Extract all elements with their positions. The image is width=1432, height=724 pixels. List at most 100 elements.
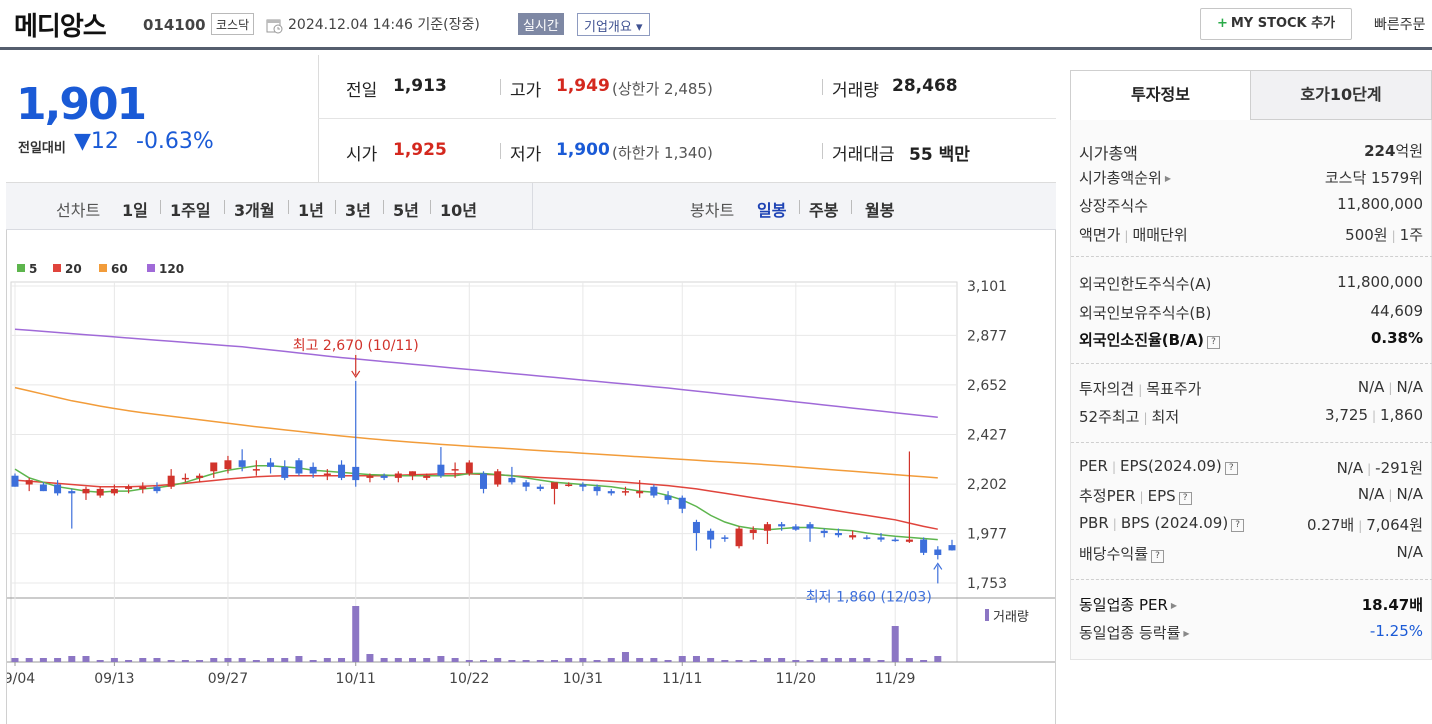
candle-body bbox=[692, 521, 700, 533]
period-5y[interactable]: 5년 bbox=[393, 201, 419, 220]
period-10y[interactable]: 10년 bbox=[440, 201, 477, 220]
divider bbox=[799, 200, 800, 214]
industry-per-label[interactable]: 동일업종 PER ▶ bbox=[1079, 594, 1177, 615]
per-value: N/A bbox=[1336, 459, 1364, 477]
volume-bar bbox=[11, 658, 19, 662]
volume-bar bbox=[820, 658, 828, 662]
volume-bar bbox=[224, 658, 232, 662]
volume-bar bbox=[139, 658, 147, 662]
volume-bar bbox=[437, 656, 445, 662]
period-1w[interactable]: 1주일 bbox=[170, 201, 211, 220]
quick-order-link[interactable]: 빠른주문 bbox=[1374, 17, 1426, 33]
candle-body bbox=[338, 464, 346, 478]
stock-code: 014100 bbox=[143, 16, 206, 34]
candle-body bbox=[125, 486, 133, 489]
period-1y[interactable]: 1년 bbox=[298, 201, 324, 220]
candle-body bbox=[295, 460, 303, 474]
divider bbox=[851, 200, 852, 214]
candle-body bbox=[210, 462, 218, 472]
info-row-dividend: 배당수익률? N/A bbox=[1079, 543, 1423, 569]
add-mystock-button[interactable]: + MY STOCK 추가 bbox=[1200, 8, 1352, 40]
triangle-right-icon: ▶ bbox=[1183, 629, 1190, 638]
market-cap-rank-label[interactable]: 시가총액순위 ▶ bbox=[1079, 167, 1171, 188]
candle-body bbox=[437, 464, 445, 476]
w52-low-value: 1,860 bbox=[1380, 406, 1423, 424]
info-section-valuation: PER | EPS(2024.09)? N/A | -291원 추정PER | EPS? N… bbox=[1071, 443, 1432, 580]
divider bbox=[822, 79, 823, 95]
eps-value: -291원 bbox=[1375, 459, 1423, 477]
volume-bar bbox=[352, 606, 360, 662]
volume-legend-swatch bbox=[985, 609, 989, 621]
candle-body bbox=[792, 526, 800, 530]
est-eps-label: EPS bbox=[1147, 487, 1176, 505]
period-3m[interactable]: 3개월 bbox=[234, 201, 275, 220]
candle-body bbox=[891, 539, 899, 542]
candle-body bbox=[480, 473, 487, 489]
divider bbox=[500, 143, 501, 159]
stock-name: 메디앙스 bbox=[14, 12, 107, 42]
candle-body bbox=[763, 524, 771, 531]
help-icon[interactable]: ? bbox=[1231, 519, 1245, 532]
period-1d[interactable]: 1일 bbox=[122, 201, 148, 220]
candle-weekly[interactable]: 주봉 bbox=[809, 201, 839, 220]
candle-body bbox=[281, 466, 289, 478]
period-3y[interactable]: 3년 bbox=[345, 201, 371, 220]
upper-limit: (상한가 2,485) bbox=[612, 80, 713, 98]
tab-order-book[interactable]: 호가10단계 bbox=[1250, 70, 1432, 120]
candle-body bbox=[238, 460, 246, 467]
y-tick-label: 3,101 bbox=[967, 279, 1007, 295]
separator: | bbox=[1388, 488, 1393, 502]
volume-bar bbox=[480, 660, 487, 662]
volume-bar bbox=[252, 660, 260, 662]
y-tick-label: 1,753 bbox=[967, 576, 1007, 592]
info-row-par: 액면가 | 매매단위 500원 | 1주 bbox=[1079, 224, 1423, 250]
realtime-badge[interactable]: 실시간 bbox=[518, 13, 564, 35]
info-row-shares: 상장주식수 11,800,000 bbox=[1079, 195, 1423, 221]
opinion-target-label: 투자의견 | 목표주가 bbox=[1079, 378, 1201, 399]
est-per-label: 추정PER bbox=[1079, 487, 1136, 505]
industry-rate-label[interactable]: 동일업종 등락률 ▶ bbox=[1079, 622, 1190, 643]
per-label: PER bbox=[1079, 457, 1108, 475]
current-price: 1,901 bbox=[16, 79, 147, 130]
price-chart[interactable]: 5 20 60 120 3,101 2,877 2,652 2,427 2,202 1,977 1,… bbox=[0, 230, 1056, 724]
calendar-icon bbox=[266, 19, 283, 34]
candle-body bbox=[621, 491, 629, 493]
candle-body bbox=[96, 488, 104, 496]
x-tick-label: 09/27 bbox=[208, 671, 248, 687]
candle-body bbox=[806, 524, 814, 529]
volume-bar bbox=[267, 658, 275, 662]
price-chart-svg[interactable]: 5 20 60 120 3,101 2,877 2,652 2,427 2,202 1,977 1,… bbox=[0, 230, 1055, 724]
candle-body bbox=[39, 484, 47, 492]
info-row-market-cap: 시가총액 224억원 bbox=[1079, 140, 1423, 166]
candle-body bbox=[593, 486, 601, 492]
help-icon[interactable]: ? bbox=[1151, 550, 1165, 563]
help-icon[interactable]: ? bbox=[1224, 462, 1238, 475]
volume-bar bbox=[125, 660, 133, 662]
volume-bar bbox=[579, 658, 587, 662]
high-value: 1,949 bbox=[556, 76, 610, 96]
divider bbox=[288, 200, 289, 214]
tab-investment-info[interactable]: 투자정보 bbox=[1070, 70, 1251, 120]
info-row-52w: 52주최고 | 최저 3,725 | 1,860 bbox=[1079, 406, 1423, 432]
volume-bar bbox=[82, 656, 90, 662]
help-icon[interactable]: ? bbox=[1207, 336, 1221, 349]
bps-label: BPS (2024.09) bbox=[1120, 514, 1229, 532]
volume-bar bbox=[39, 658, 47, 662]
est-per-eps-label: 추정PER | EPS? bbox=[1079, 485, 1192, 506]
shares-label: 상장주식수 bbox=[1079, 197, 1149, 215]
candle-monthly[interactable]: 월봉 bbox=[865, 201, 895, 220]
amount-label: 거래대금 bbox=[832, 145, 895, 165]
candle-daily[interactable]: 일봉 bbox=[757, 201, 787, 220]
opinion-target-value: N/A | N/A bbox=[1358, 378, 1423, 396]
prev-close-label: 전일 bbox=[346, 81, 378, 101]
change-label: 전일대비 bbox=[18, 141, 66, 156]
company-overview-dropdown[interactable]: 기업개요 ▾ bbox=[577, 13, 650, 36]
x-tick-label: 10/22 bbox=[449, 671, 489, 687]
info-row-foreign-hold: 외국인보유주식수(B) 44,609 bbox=[1079, 302, 1423, 328]
candle-body bbox=[565, 484, 573, 487]
help-icon[interactable]: ? bbox=[1178, 492, 1192, 505]
foreign-ratio-label-text: 외국인소진율(B/A) bbox=[1079, 331, 1205, 349]
foreign-limit-label: 외국인한도주식수(A) bbox=[1079, 275, 1212, 293]
foreign-ratio-value: 0.38% bbox=[1370, 329, 1423, 347]
volume-bar bbox=[778, 658, 786, 662]
